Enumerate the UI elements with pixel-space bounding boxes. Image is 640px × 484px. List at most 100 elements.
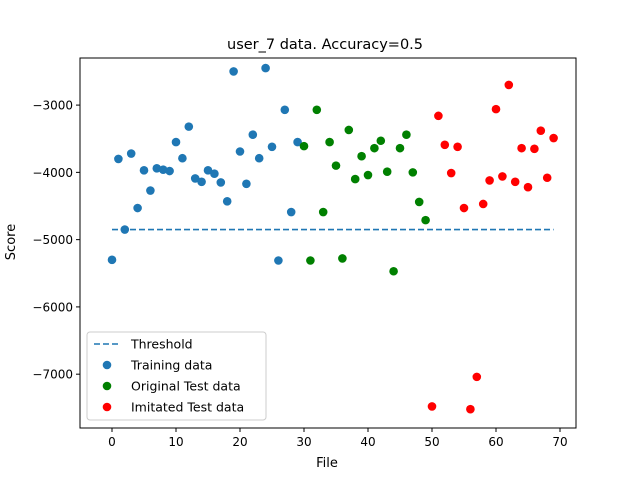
data-point [126, 149, 136, 158]
x-tick-label: 50 [424, 435, 439, 449]
data-point [306, 256, 315, 265]
data-point [235, 147, 245, 156]
data-point [146, 186, 155, 195]
data-point [466, 404, 475, 414]
data-point [478, 199, 488, 209]
data-point [414, 197, 424, 207]
y-tick-label: −3000 [32, 99, 73, 113]
data-point [184, 122, 194, 131]
y-tick-label: −6000 [32, 300, 73, 314]
data-point [165, 166, 174, 176]
x-tick-label: 30 [296, 435, 311, 449]
data-point [197, 177, 206, 187]
data-point [440, 140, 450, 150]
y-tick-label: −4000 [32, 166, 73, 180]
legend-label: Threshold [130, 337, 193, 352]
data-point [242, 179, 251, 189]
data-point [107, 255, 117, 265]
data-point [363, 170, 373, 180]
data-point [312, 105, 322, 115]
data-point [216, 178, 226, 187]
data-point [408, 168, 418, 177]
legend-label: Original Test data [131, 379, 241, 394]
data-point [370, 143, 379, 153]
x-axis: 0 10 20 30 40 50 60 70 [108, 428, 568, 449]
data-point [229, 67, 238, 76]
data-point [491, 104, 501, 114]
data-point [190, 174, 200, 183]
legend-marker [102, 402, 112, 412]
y-tick-label: −7000 [32, 368, 73, 382]
data-point [344, 125, 354, 135]
axes-frame [79, 57, 577, 429]
data-point [248, 130, 258, 139]
data-point [171, 137, 181, 147]
data-point [434, 111, 443, 121]
data-point [421, 215, 430, 225]
data-point [498, 172, 507, 181]
data-point [446, 168, 456, 178]
x-tick-label: 10 [168, 435, 183, 449]
data-point [459, 203, 469, 213]
data-point [472, 372, 482, 382]
data-point [299, 141, 309, 151]
legend-label: Training data [130, 358, 212, 373]
data-point [427, 402, 437, 411]
legend: Threshold Training data Original Test data… [86, 331, 267, 421]
y-axis-label: Score [4, 224, 19, 260]
data-point [133, 203, 142, 213]
data-point [178, 153, 187, 163]
data-point [203, 166, 213, 175]
x-axis-label: File [316, 456, 338, 471]
data-point [158, 165, 168, 174]
series-1 [299, 105, 430, 276]
data-point [382, 167, 392, 176]
data-point [139, 166, 149, 175]
data-point [357, 151, 366, 161]
data-point [274, 256, 283, 265]
data-point [222, 196, 232, 206]
data-point [331, 161, 341, 170]
data-point [376, 136, 386, 146]
x-tick-label: 60 [488, 435, 503, 449]
chart-title: user_7 data. Accuracy=0.5 [227, 37, 423, 53]
data-point [293, 137, 302, 147]
data-point [325, 137, 334, 147]
x-tick-label: 40 [360, 435, 375, 449]
data-point [338, 254, 347, 263]
data-point [510, 177, 520, 187]
x-tick-label: 0 [108, 435, 116, 449]
data-point [254, 153, 264, 163]
legend-marker [102, 360, 112, 370]
y-axis: −7000 −6000 −5000 −4000 −3000 [32, 99, 80, 382]
data-point [453, 142, 462, 152]
data-point [114, 154, 123, 164]
series-0 [107, 63, 302, 265]
data-point [549, 133, 558, 143]
data-point [530, 144, 539, 154]
data-point [536, 126, 546, 135]
data-point [523, 182, 533, 192]
legend-label: Imitated Test data [131, 400, 244, 415]
data-point [542, 173, 552, 183]
data-point [504, 80, 514, 90]
data-point [485, 176, 494, 185]
data-point [267, 142, 277, 152]
data-point [210, 169, 219, 179]
data-point [120, 225, 130, 234]
data-point [402, 130, 411, 139]
y-tick-label: −5000 [32, 233, 73, 247]
series-2 [427, 80, 558, 414]
data-point [152, 164, 162, 173]
legend-box [86, 331, 267, 421]
legend-marker [102, 381, 112, 391]
data-point [517, 143, 526, 153]
x-tick-label: 20 [232, 435, 247, 449]
data-point [261, 63, 270, 73]
x-tick-label: 70 [552, 435, 567, 449]
data-point [286, 207, 296, 217]
data-point [280, 105, 290, 115]
data-point [350, 174, 360, 184]
